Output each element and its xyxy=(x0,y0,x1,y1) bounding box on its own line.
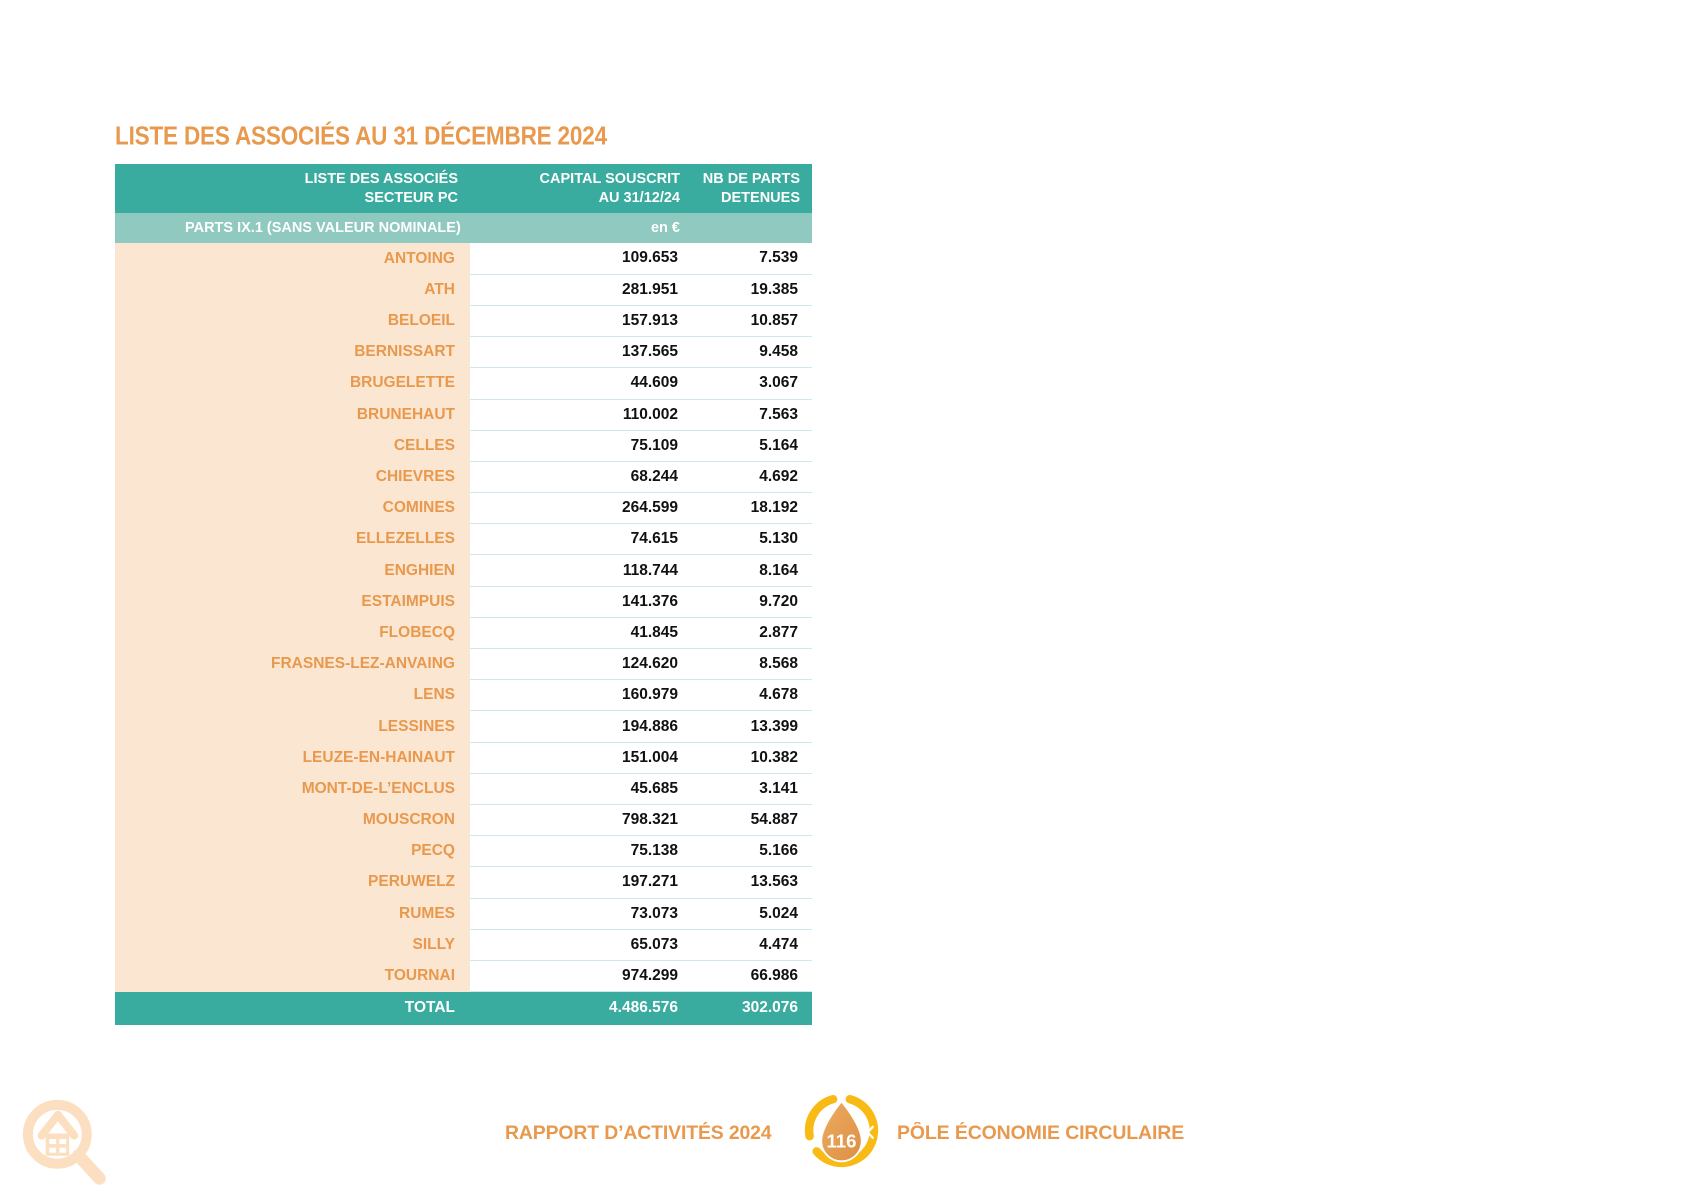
svg-text:116: 116 xyxy=(826,1131,856,1152)
